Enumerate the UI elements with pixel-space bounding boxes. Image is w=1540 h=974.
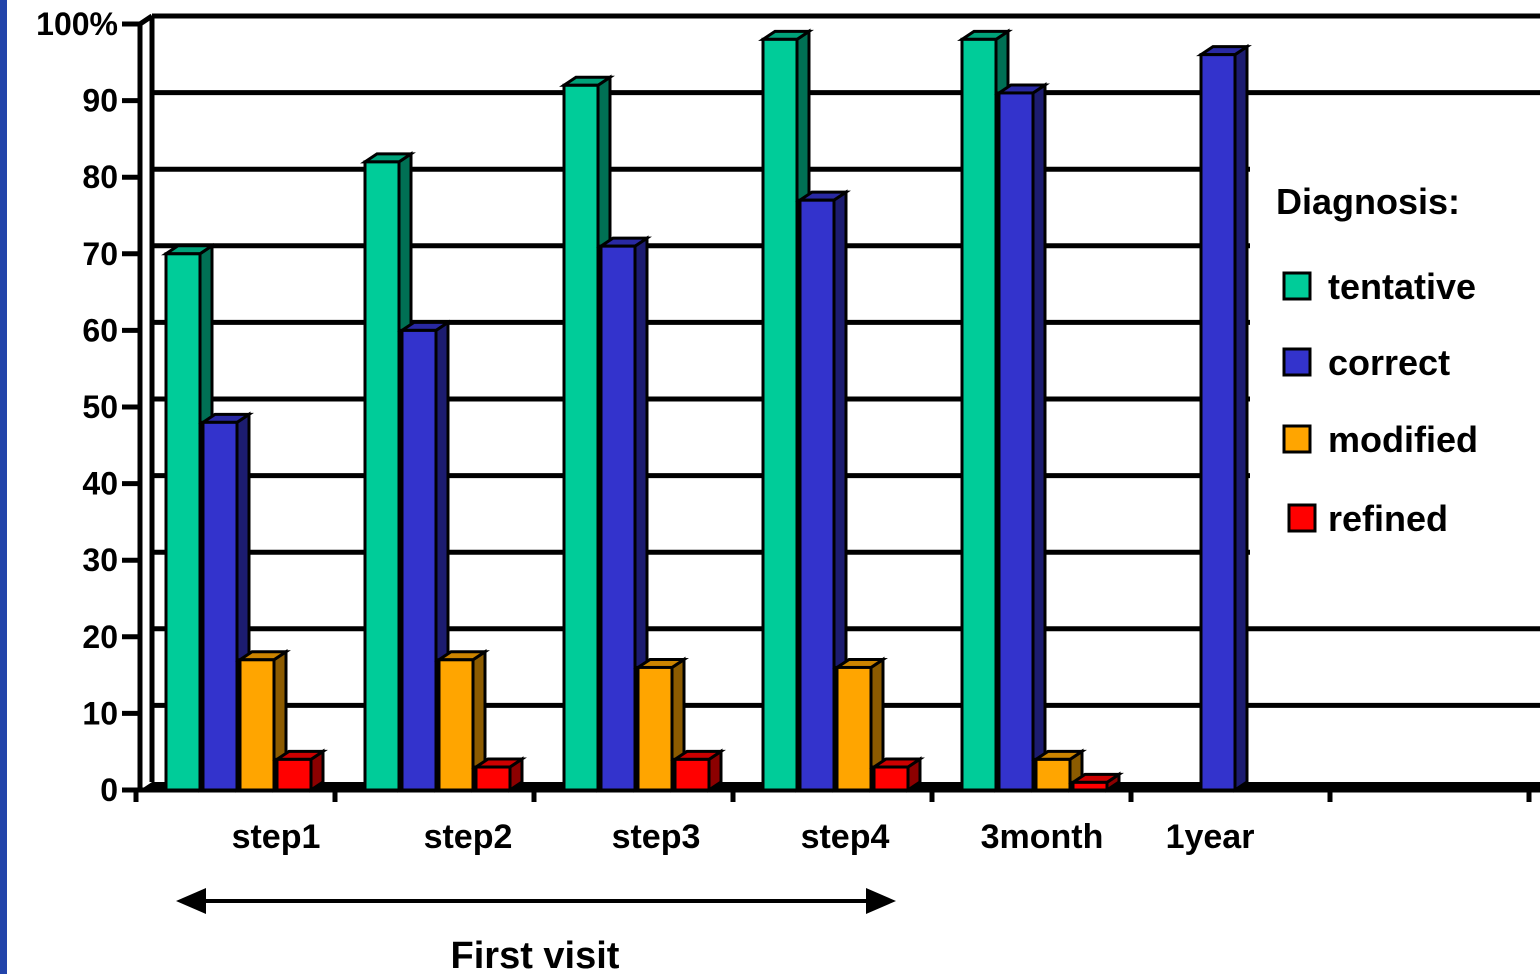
x-tick-label-1year: 1year bbox=[1166, 818, 1255, 856]
slide-border bbox=[0, 0, 7, 974]
bar-correct-step1 bbox=[198, 411, 254, 793]
legend-label-correct: correct bbox=[1328, 342, 1450, 383]
first-visit-bracket: First visit bbox=[176, 888, 896, 974]
legend-swatch-tentative bbox=[1282, 271, 1312, 301]
bar-front bbox=[238, 658, 276, 792]
y-tick-label: 60 bbox=[82, 312, 118, 348]
y-tick-label: 100% bbox=[36, 6, 118, 42]
y-tick-label: 40 bbox=[82, 466, 118, 502]
bar-front bbox=[562, 83, 600, 792]
bracket-arrow-right bbox=[866, 888, 896, 914]
bar-front bbox=[835, 665, 873, 792]
bracket-label: First visit bbox=[451, 935, 620, 974]
legend-swatch-refined bbox=[1287, 503, 1317, 533]
bar-front bbox=[798, 198, 836, 792]
bar-front bbox=[636, 665, 674, 792]
bar-correct-3month bbox=[994, 82, 1050, 793]
x-tick-label-step3: step3 bbox=[612, 818, 701, 856]
y-axis-top bbox=[138, 13, 154, 27]
bar-modified-step4 bbox=[832, 656, 888, 793]
bar-refined-3month bbox=[1068, 771, 1124, 793]
x-tick-label-3month: 3month bbox=[981, 818, 1104, 856]
x-tick-label-step1: step1 bbox=[232, 818, 321, 856]
legend-label-tentative: tentative bbox=[1328, 266, 1476, 307]
bar-front bbox=[275, 757, 313, 792]
y-tick-label: 80 bbox=[82, 159, 118, 195]
bar-front bbox=[437, 658, 475, 792]
y-tick-label: 30 bbox=[82, 542, 118, 578]
bar-refined-step2 bbox=[471, 756, 527, 793]
bar-front bbox=[164, 252, 202, 792]
legend-label-modified: modified bbox=[1328, 419, 1478, 460]
legend-label-refined: refined bbox=[1328, 498, 1448, 539]
bar-refined-step3 bbox=[670, 748, 726, 793]
y-tick-label: 50 bbox=[82, 389, 118, 425]
y-tick-label: 10 bbox=[82, 695, 118, 731]
bar-front bbox=[997, 91, 1035, 792]
bar-front bbox=[673, 757, 711, 792]
y-tick-labels: 0 10 20 30 40 50 60 70 80 90 100% bbox=[36, 6, 118, 808]
legend-swatch-correct bbox=[1282, 347, 1312, 377]
bar-front bbox=[474, 765, 512, 792]
x-tick-label-step2: step2 bbox=[424, 818, 513, 856]
bar-front bbox=[1199, 53, 1237, 792]
y-tick-label: 0 bbox=[100, 772, 118, 808]
bar-front bbox=[201, 420, 239, 792]
bar-front bbox=[960, 37, 998, 792]
x-tick-labels: step1 step2 step3 step4 3month 1year bbox=[232, 818, 1255, 856]
bar-correct-step4 bbox=[795, 189, 851, 793]
bar-front bbox=[1034, 757, 1072, 792]
bar-front bbox=[400, 328, 438, 792]
bar-front bbox=[872, 765, 910, 792]
y-tick-label: 20 bbox=[82, 619, 118, 655]
bar-correct-1year bbox=[1196, 43, 1252, 793]
bar-front bbox=[1071, 780, 1109, 792]
bar-modified-step2 bbox=[434, 648, 490, 793]
legend-swatch-modified bbox=[1282, 424, 1312, 454]
bar-side bbox=[1233, 43, 1249, 793]
bar-front bbox=[363, 160, 401, 792]
bracket-arrow-left bbox=[176, 888, 206, 914]
bar-front bbox=[599, 244, 637, 792]
legend: Diagnosis: tentative correct modified refine… bbox=[1250, 165, 1540, 557]
bar-modified-3month bbox=[1031, 748, 1087, 793]
y-tick-label: 90 bbox=[82, 83, 118, 119]
y-tick-label: 70 bbox=[82, 236, 118, 272]
bar-side bbox=[1031, 82, 1047, 793]
bar-front bbox=[761, 37, 799, 792]
legend-title: Diagnosis: bbox=[1276, 181, 1460, 222]
bar-refined-step4 bbox=[869, 756, 925, 793]
bars bbox=[161, 28, 1252, 793]
x-tick-label-step4: step4 bbox=[801, 818, 890, 856]
bar-refined-step1 bbox=[272, 748, 328, 793]
